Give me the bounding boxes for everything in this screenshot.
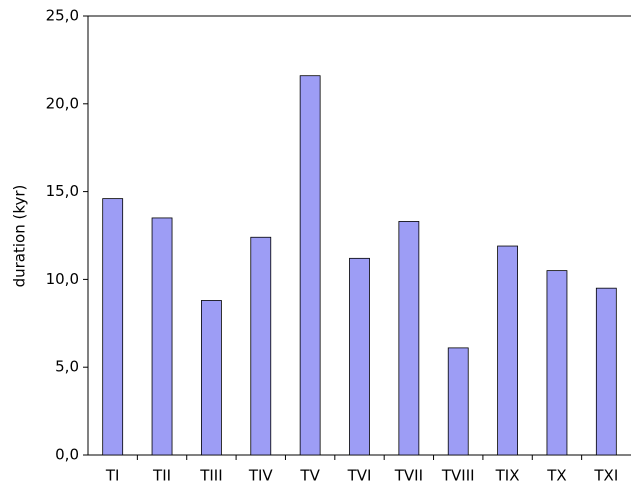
- x-tick-label: TVI: [347, 467, 372, 485]
- bar: [595, 287, 617, 456]
- x-tick-label: TI: [105, 467, 120, 485]
- y-tick-label: 10,0: [46, 270, 79, 288]
- bar: [151, 217, 173, 456]
- y-tick-label: 20,0: [46, 94, 79, 112]
- y-axis-label: duration (kyr): [11, 185, 29, 288]
- x-tick-label: TV: [299, 467, 320, 485]
- bar: [201, 300, 222, 456]
- y-tick-label: 5,0: [55, 358, 79, 376]
- x-tick-label: TXI: [593, 467, 618, 485]
- y-tick-label: 25,0: [46, 7, 79, 25]
- bar: [250, 236, 272, 456]
- y-tick-label: 15,0: [46, 182, 79, 200]
- bar: [546, 270, 568, 456]
- bar: [349, 257, 370, 456]
- bar: [102, 198, 124, 456]
- x-tick-label: TIV: [248, 467, 274, 485]
- y-tick-label: 0,0: [55, 446, 79, 464]
- x-tick-label: TIII: [199, 467, 222, 485]
- x-tick-label: TVII: [394, 467, 423, 485]
- x-tick-label: TX: [546, 467, 566, 485]
- x-tick-label: TVIII: [441, 467, 475, 485]
- x-tick-label: TIX: [495, 467, 520, 485]
- bar: [497, 245, 518, 456]
- bar: [398, 221, 420, 456]
- bar: [299, 75, 321, 456]
- x-tick-label: TII: [152, 467, 171, 485]
- bar: [447, 347, 469, 456]
